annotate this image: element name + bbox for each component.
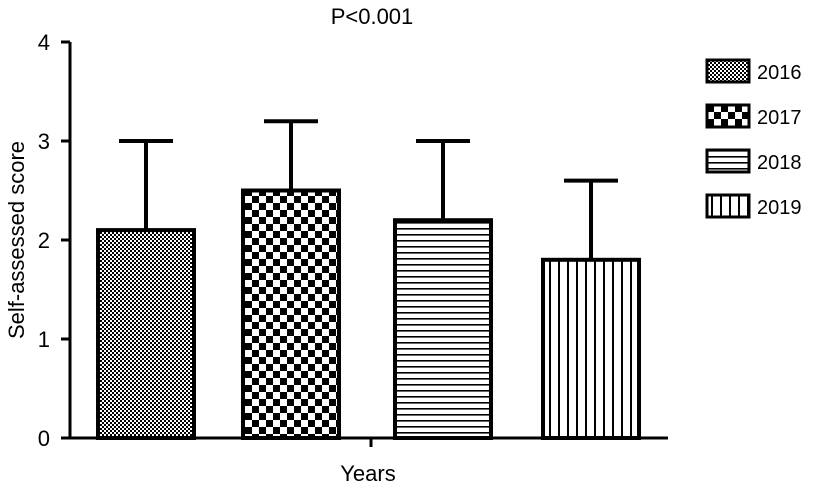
legend: 2016 2017 2018 2019 [705, 58, 802, 219]
legend-swatch-2018 [705, 148, 751, 174]
legend-label-2017: 2017 [757, 107, 802, 129]
chart-title: P<0.001 [331, 4, 414, 29]
x-axis-title: Years [340, 461, 395, 486]
y-axis: 0 1 2 3 4 [38, 30, 72, 451]
legend-swatch-2017 [705, 103, 751, 129]
legend-label-2019: 2019 [757, 197, 802, 219]
y-tick-label: 0 [38, 426, 50, 451]
y-axis-title: Self-assessed score [4, 141, 29, 339]
legend-label-2018: 2018 [757, 152, 802, 174]
bar-2019 [541, 257, 641, 440]
y-tick-label: 4 [38, 30, 50, 55]
bars-group [96, 119, 641, 440]
bar-2016 [96, 228, 196, 440]
bar-2018 [393, 218, 493, 440]
y-tick-label: 3 [38, 129, 50, 154]
legend-label-2016: 2016 [757, 62, 802, 84]
legend-swatch-2019 [705, 193, 751, 219]
bar-2017 [241, 188, 341, 440]
y-tick-label: 1 [38, 327, 50, 352]
y-tick-label: 2 [38, 228, 50, 253]
legend-swatch-2016 [705, 58, 751, 84]
